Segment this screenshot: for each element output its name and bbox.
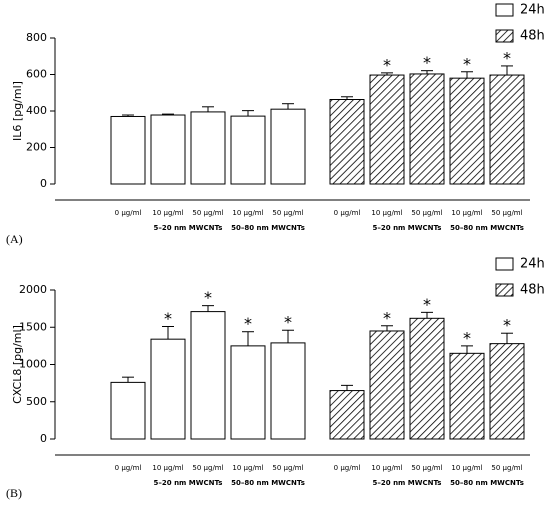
y-tick-label: 200 <box>26 141 47 154</box>
bar <box>369 330 405 440</box>
panel-label: (B) <box>6 486 22 500</box>
legend-swatch <box>495 3 514 17</box>
bar <box>489 343 525 440</box>
significance: * <box>383 55 391 74</box>
x-tick-label: 10 μg/ml <box>371 464 402 472</box>
bar <box>190 111 226 185</box>
x-tick-label: 10 μg/ml <box>451 464 482 472</box>
group-label: 50–80 nm MWCNTs <box>450 479 524 487</box>
group-label: 5–20 nm MWCNTs <box>154 479 223 487</box>
group-label: 5–20 nm MWCNTs <box>373 479 442 487</box>
x-tick-label: 10 μg/ml <box>152 209 183 217</box>
y-axis-label: IL6 [pg/ml] <box>11 81 24 141</box>
x-tick-label: 50 μg/ml <box>192 464 223 472</box>
significance: * <box>503 316 511 335</box>
group-label: 5–20 nm MWCNTs <box>373 224 442 232</box>
bar <box>329 99 365 185</box>
bar <box>150 114 186 185</box>
x-tick-label: 50 μg/ml <box>491 464 522 472</box>
legend-label: 24h <box>520 257 545 272</box>
x-tick-label: 0 μg/ml <box>115 209 142 217</box>
y-tick-label: 400 <box>26 104 47 117</box>
y-tick-label: 500 <box>26 395 47 408</box>
x-tick-label: 50 μg/ml <box>272 209 303 217</box>
legend-label: 24h <box>520 3 545 18</box>
x-tick-label: 10 μg/ml <box>152 464 183 472</box>
bar <box>230 115 266 185</box>
bar <box>489 74 525 185</box>
x-tick-label: 0 μg/ml <box>334 209 361 217</box>
legend-swatch <box>495 283 514 297</box>
x-tick-label: 0 μg/ml <box>115 464 142 472</box>
x-tick-label: 10 μg/ml <box>451 209 482 217</box>
panel-label: (A) <box>6 232 23 246</box>
bar <box>110 381 146 440</box>
y-tick-label: 600 <box>26 68 47 81</box>
x-tick-label: 50 μg/ml <box>411 209 442 217</box>
bar <box>110 115 146 185</box>
significance: * <box>463 328 471 347</box>
significance: * <box>244 314 252 333</box>
group-label: 50–80 nm MWCNTs <box>231 224 305 232</box>
x-tick-label: 50 μg/ml <box>272 464 303 472</box>
x-tick-label: 50 μg/ml <box>491 209 522 217</box>
bar <box>270 108 306 185</box>
legend-label: 48h <box>520 29 545 44</box>
y-tick-label: 2000 <box>19 283 47 296</box>
bar <box>270 342 306 440</box>
legend-label: 48h <box>520 283 545 298</box>
bar <box>409 73 445 185</box>
bar <box>409 317 445 440</box>
x-tick-label: 10 μg/ml <box>371 209 402 217</box>
bar <box>150 338 186 440</box>
y-tick-label: 1500 <box>19 320 47 333</box>
x-tick-label: 0 μg/ml <box>334 464 361 472</box>
significance: * <box>284 313 292 332</box>
significance: * <box>423 295 431 314</box>
significance: * <box>463 54 471 73</box>
bar <box>369 74 405 185</box>
y-tick-label: 0 <box>40 432 47 445</box>
x-tick-label: 10 μg/ml <box>232 464 263 472</box>
significance: * <box>204 288 212 307</box>
y-axis-label: CXCL8 [pg/ml] <box>11 325 24 404</box>
significance: * <box>164 309 172 328</box>
x-tick-label: 50 μg/ml <box>192 209 223 217</box>
group-label: 5–20 nm MWCNTs <box>154 224 223 232</box>
bar <box>230 345 266 440</box>
x-tick-label: 50 μg/ml <box>411 464 442 472</box>
bar <box>449 352 485 440</box>
group-label: 50–80 nm MWCNTs <box>231 479 305 487</box>
legend-swatch <box>495 257 514 271</box>
significance: * <box>423 53 431 72</box>
legend-swatch <box>495 29 514 43</box>
y-tick-label: 800 <box>26 31 47 44</box>
group-label: 50–80 nm MWCNTs <box>450 224 524 232</box>
x-tick-label: 10 μg/ml <box>232 209 263 217</box>
bar <box>449 77 485 185</box>
significance: * <box>503 48 511 67</box>
bar <box>329 390 365 440</box>
y-tick-label: 1000 <box>19 358 47 371</box>
bar <box>190 311 226 440</box>
y-tick-label: 0 <box>40 177 47 190</box>
significance: * <box>383 308 391 327</box>
